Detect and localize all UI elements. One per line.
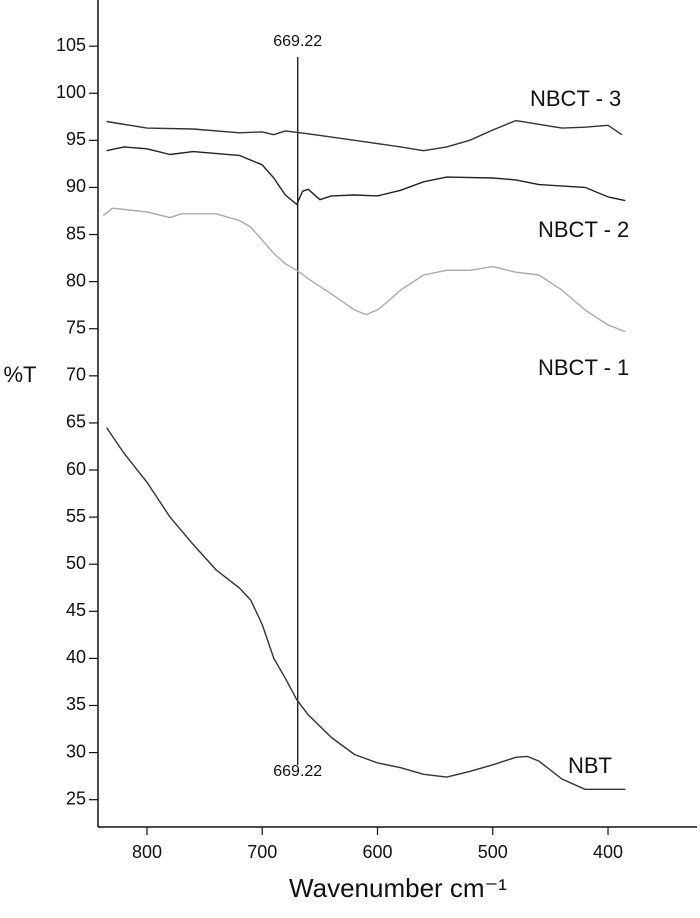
- x-axis-label: Wavenumber cm⁻¹: [289, 873, 507, 903]
- x-tick-label: 400: [593, 842, 623, 862]
- x-tick-label: 700: [247, 842, 277, 862]
- y-tick-label: 25: [66, 788, 86, 808]
- y-tick-label: 95: [66, 129, 86, 149]
- x-tick-label: 500: [478, 842, 508, 862]
- series-label: NBCT - 3: [530, 86, 621, 111]
- y-tick-label: 70: [66, 365, 86, 385]
- y-tick-label: 45: [66, 600, 86, 620]
- y-tick-label: 80: [66, 270, 86, 290]
- y-tick-label: 40: [66, 647, 86, 667]
- y-tick-label: 75: [66, 317, 86, 337]
- y-tick-label: 100: [56, 82, 86, 102]
- series-label: NBCT - 2: [538, 217, 629, 242]
- y-tick-label: 65: [66, 412, 86, 432]
- spectrum-line: [106, 427, 626, 790]
- spectrum-line: [102, 207, 626, 333]
- y-tick-label: 60: [66, 459, 86, 479]
- y-tick-label: 50: [66, 553, 86, 573]
- spectrum-line: [106, 119, 623, 152]
- series-label: NBCT - 1: [538, 355, 629, 380]
- y-tick-label: 85: [66, 223, 86, 243]
- series-label: NBT: [568, 753, 612, 778]
- reference-label: 669.22: [273, 763, 322, 780]
- x-tick-label: 800: [132, 842, 162, 862]
- x-tick-label: 600: [362, 842, 392, 862]
- reference-label: 669.22: [273, 33, 322, 50]
- y-tick-label: 105: [56, 35, 86, 55]
- y-tick-label: 90: [66, 176, 86, 196]
- y-tick-label: 35: [66, 694, 86, 714]
- y-axis-label: %T: [4, 362, 37, 387]
- y-tick-label: 30: [66, 741, 86, 761]
- y-tick-label: 55: [66, 506, 86, 526]
- spectrum-line: [106, 146, 626, 206]
